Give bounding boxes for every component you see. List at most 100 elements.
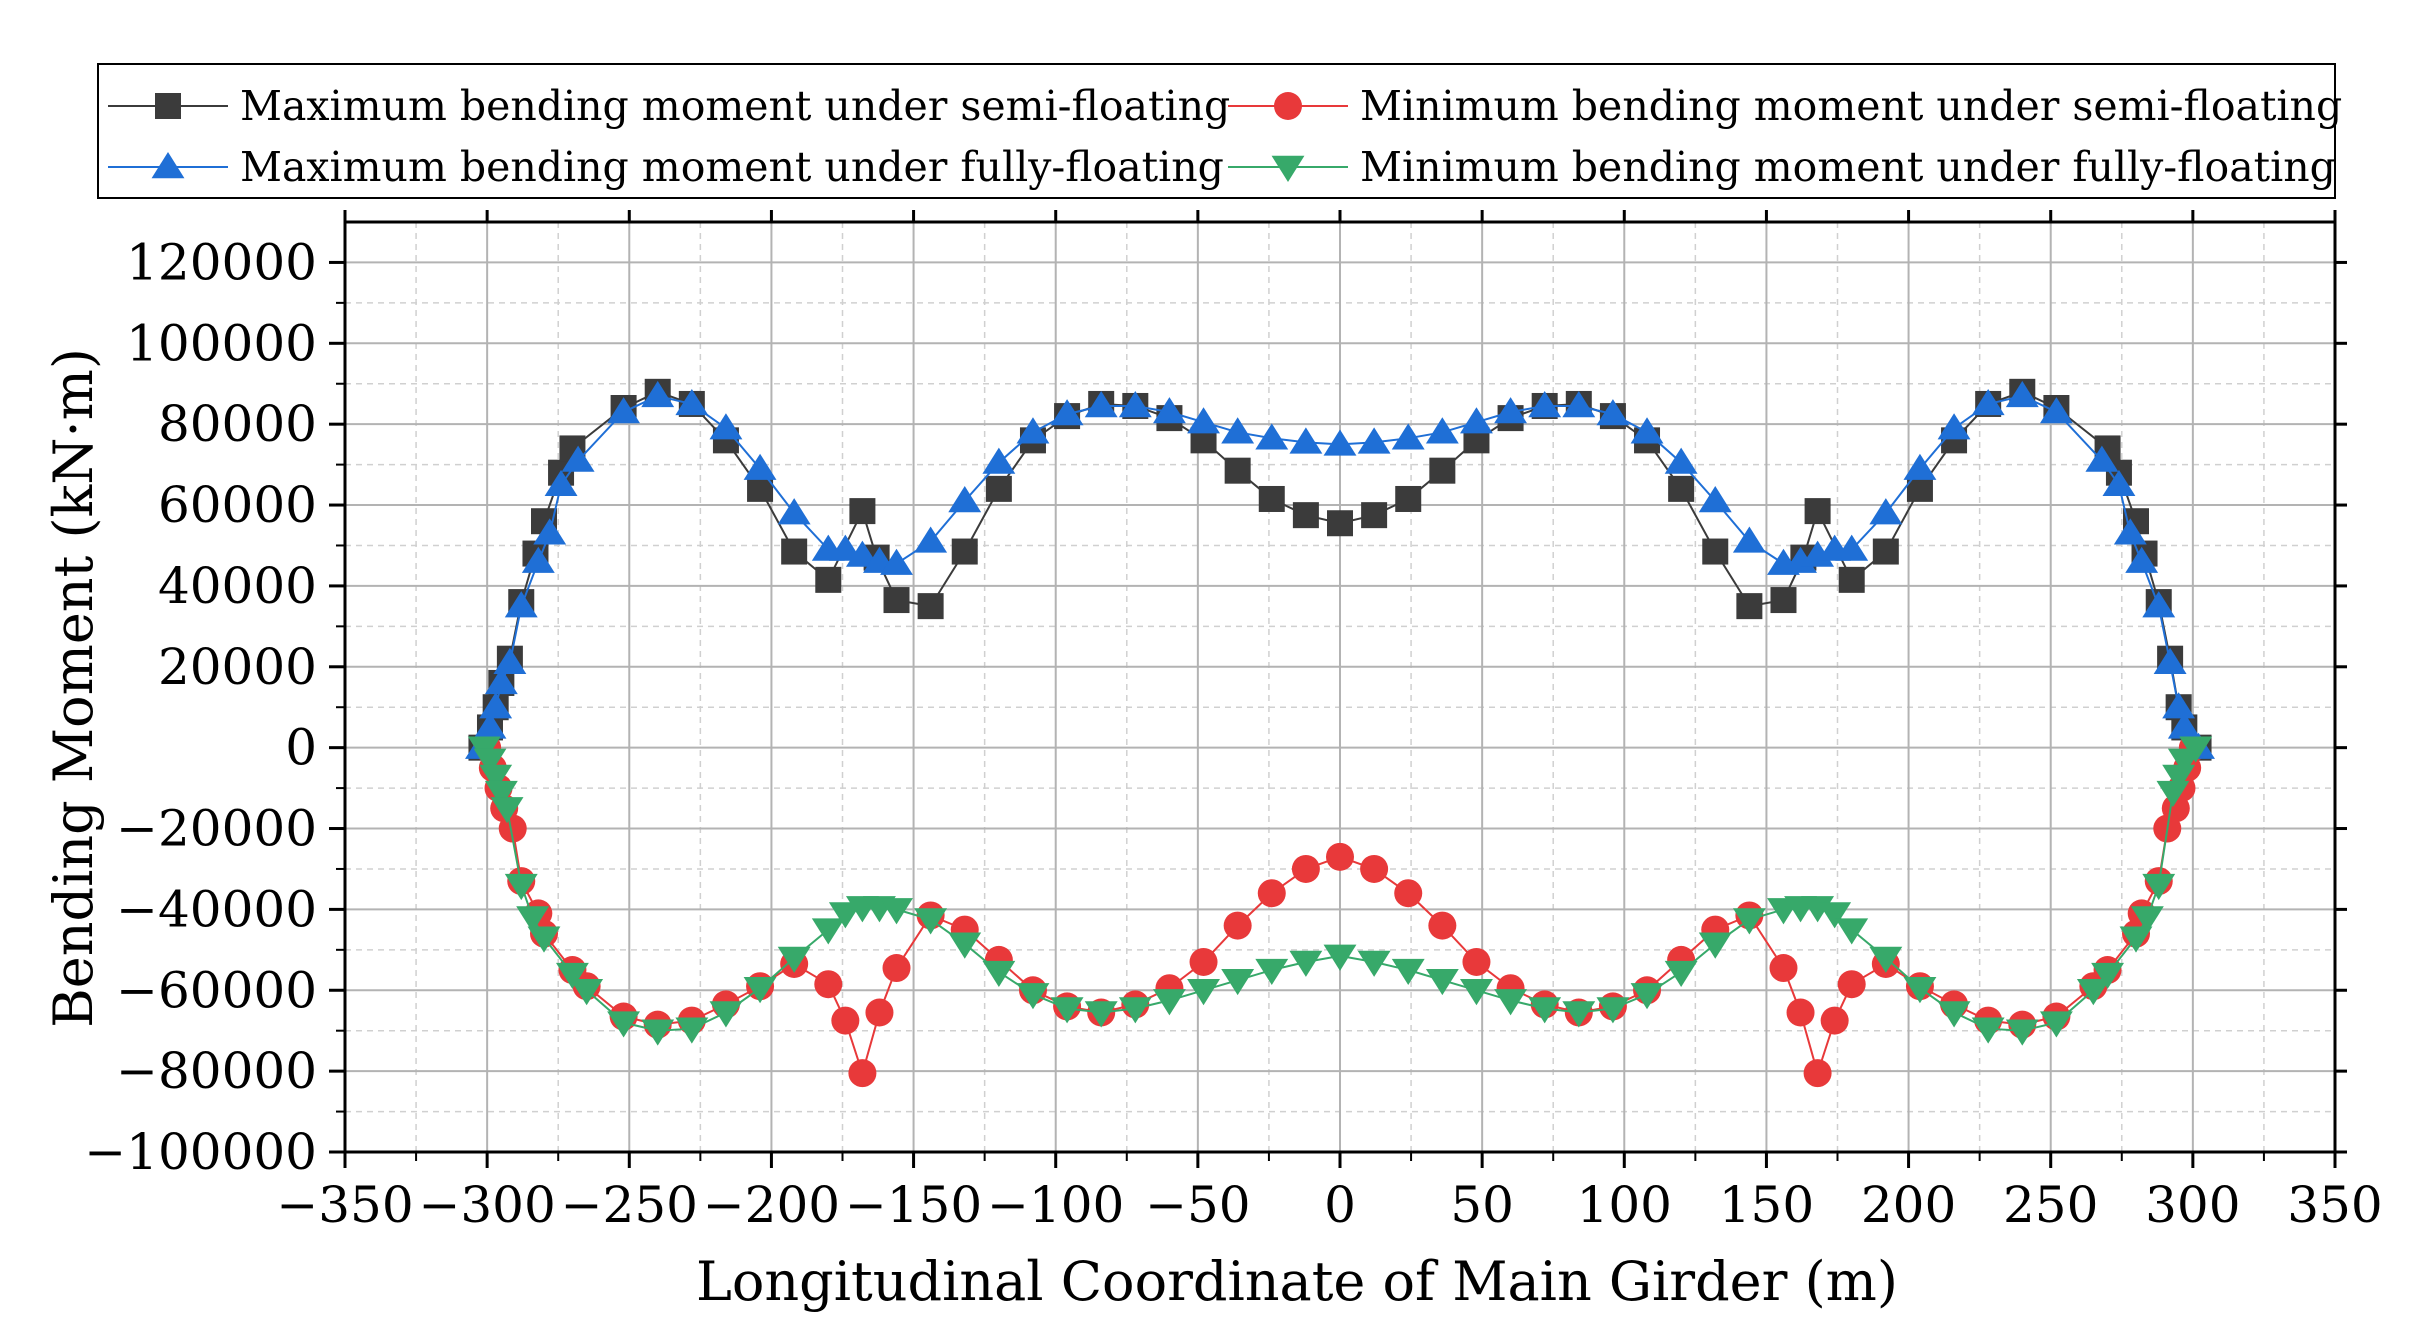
data-point bbox=[479, 764, 513, 791]
data-point bbox=[1292, 502, 1319, 529]
data-point bbox=[848, 1059, 877, 1088]
data-point bbox=[1425, 968, 1459, 996]
data-point bbox=[516, 906, 550, 933]
data-point bbox=[675, 389, 709, 416]
data-point bbox=[828, 534, 862, 561]
data-point bbox=[1698, 486, 1732, 513]
data-point bbox=[1323, 429, 1357, 456]
y-tick-label: 60000 bbox=[158, 476, 317, 534]
x-tick-label: 300 bbox=[2145, 1176, 2240, 1234]
y-tick-label: 40000 bbox=[158, 557, 317, 615]
data-point bbox=[1770, 587, 1797, 614]
y-axis-title: Bending Moment (kN·m) bbox=[42, 348, 105, 1028]
data-point bbox=[2005, 380, 2039, 408]
data-point bbox=[709, 1001, 743, 1028]
legend: Maximum bending moment under semi-floati… bbox=[97, 63, 2342, 199]
legend-marker bbox=[1274, 92, 1302, 120]
data-point bbox=[555, 962, 589, 990]
data-point bbox=[1152, 989, 1186, 1016]
legend-item-1: Maximum bending moment under semi-floati… bbox=[108, 82, 1230, 130]
data-point bbox=[1732, 908, 1766, 935]
data-point bbox=[521, 546, 555, 573]
data-point bbox=[2102, 469, 2136, 497]
y-tick-label: −40000 bbox=[116, 880, 317, 938]
data-point bbox=[880, 548, 913, 575]
data-point bbox=[2113, 518, 2147, 545]
data-point bbox=[1016, 983, 1050, 1010]
data-point bbox=[2076, 979, 2110, 1006]
data-point bbox=[1323, 944, 1357, 971]
data-point bbox=[1425, 417, 1459, 444]
data-point bbox=[828, 902, 862, 929]
data-point bbox=[1562, 391, 1596, 418]
data-point bbox=[1596, 997, 1630, 1024]
data-point bbox=[814, 970, 843, 999]
data-point bbox=[777, 498, 811, 525]
data-point bbox=[1668, 475, 1695, 502]
data-point bbox=[1732, 526, 1766, 553]
data-point bbox=[982, 447, 1016, 474]
data-point bbox=[1528, 391, 1562, 418]
data-point bbox=[985, 475, 1012, 502]
data-point bbox=[2039, 397, 2073, 424]
data-point bbox=[1084, 1001, 1118, 1028]
y-tick-label: 0 bbox=[285, 719, 317, 777]
x-tick-label: 50 bbox=[1450, 1176, 1514, 1234]
data-point bbox=[883, 587, 910, 614]
x-tick-label: −100 bbox=[987, 1176, 1124, 1234]
data-point bbox=[1289, 427, 1323, 454]
series-line bbox=[480, 390, 2200, 749]
data-point bbox=[1394, 879, 1423, 908]
x-tick-label: 350 bbox=[2287, 1176, 2382, 1234]
data-point bbox=[1327, 510, 1353, 537]
data-point bbox=[1255, 423, 1289, 450]
x-tick-label: −50 bbox=[1145, 1176, 1251, 1234]
data-point bbox=[865, 998, 894, 1027]
data-point bbox=[1462, 947, 1491, 976]
data-point bbox=[2039, 1011, 2073, 1038]
data-point bbox=[490, 797, 524, 824]
data-point bbox=[2125, 546, 2159, 573]
data-point bbox=[1872, 538, 1899, 565]
data-point bbox=[882, 954, 911, 983]
data-point bbox=[1838, 566, 1865, 593]
data-point bbox=[641, 1019, 675, 1046]
legend-item-4: Minimum bending moment under fully-float… bbox=[1228, 143, 2336, 191]
legend-label: Maximum bending moment under semi-floati… bbox=[240, 82, 1230, 130]
data-point bbox=[1189, 947, 1218, 976]
data-point bbox=[1835, 918, 1869, 945]
data-point bbox=[484, 668, 518, 695]
y-tick-label: −20000 bbox=[116, 800, 317, 858]
data-point bbox=[1050, 997, 1084, 1024]
data-point bbox=[2091, 962, 2125, 990]
data-point bbox=[1869, 498, 1903, 525]
data-point bbox=[2156, 780, 2190, 808]
y-tick-label: 120000 bbox=[126, 233, 317, 291]
data-point bbox=[527, 926, 561, 953]
data-point bbox=[1395, 485, 1422, 512]
data-point bbox=[948, 486, 982, 513]
data-point bbox=[1428, 911, 1457, 940]
data-point bbox=[533, 518, 567, 545]
series-3 bbox=[465, 380, 2215, 759]
data-point bbox=[1494, 989, 1528, 1016]
data-point bbox=[849, 498, 876, 525]
data-point bbox=[2005, 1019, 2039, 1046]
data-point bbox=[1050, 399, 1084, 426]
data-point bbox=[743, 453, 777, 480]
data-point bbox=[2130, 906, 2164, 933]
data-point bbox=[1786, 998, 1815, 1027]
data-point bbox=[815, 566, 842, 593]
y-tick-label: 20000 bbox=[158, 638, 317, 696]
data-point bbox=[1971, 389, 2005, 416]
data-point bbox=[498, 814, 527, 843]
data-point bbox=[1937, 413, 1971, 440]
data-point bbox=[1702, 538, 1729, 565]
data-point bbox=[1562, 1001, 1596, 1028]
legend-marker bbox=[151, 152, 185, 179]
data-point bbox=[544, 469, 578, 497]
data-point bbox=[1255, 958, 1289, 985]
data-point bbox=[1869, 946, 1903, 973]
y-tick-label: 100000 bbox=[126, 314, 317, 372]
grid bbox=[345, 222, 2335, 1152]
